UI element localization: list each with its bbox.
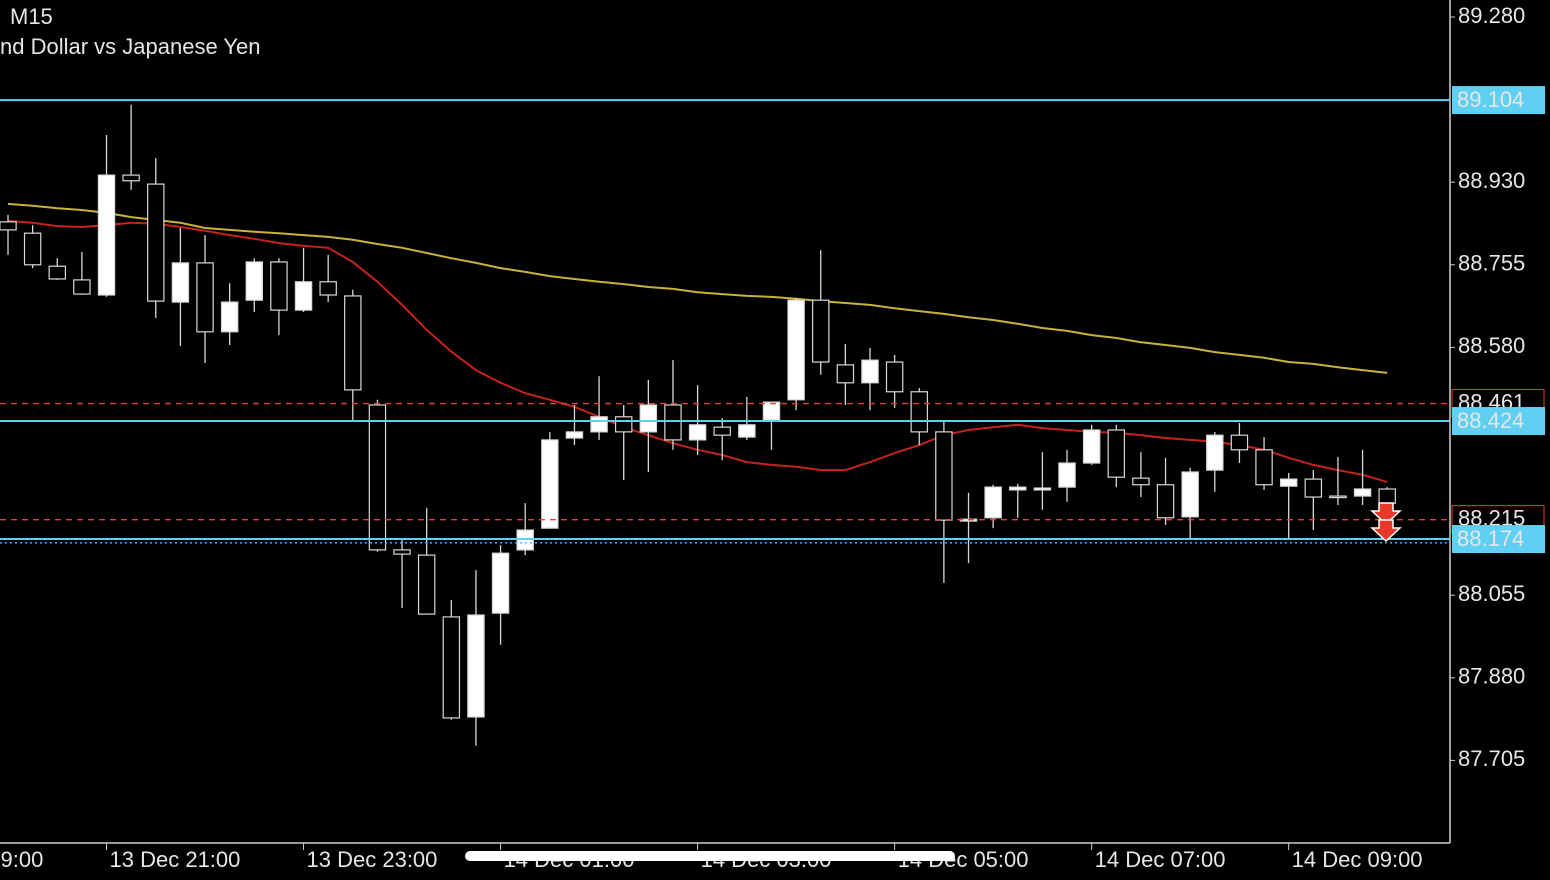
y-tick-label: 88.755 bbox=[1458, 251, 1525, 276]
candle-body bbox=[97, 174, 116, 296]
price-level-box bbox=[1452, 525, 1545, 554]
candle-body bbox=[1058, 462, 1076, 488]
candle-body bbox=[1304, 478, 1323, 498]
candle-body bbox=[910, 391, 928, 433]
candle-body bbox=[147, 183, 165, 302]
candle-body bbox=[344, 295, 362, 391]
candle-body bbox=[688, 424, 707, 441]
price-level-label: 88.424 bbox=[1457, 408, 1524, 433]
candle-body bbox=[565, 431, 584, 439]
candle-body bbox=[1181, 471, 1199, 518]
price-level-label: 89.104 bbox=[1457, 87, 1524, 112]
x-tick-label: 13 Dec 23:00 bbox=[307, 847, 438, 872]
scroll-indicator[interactable] bbox=[465, 851, 955, 861]
candle-body bbox=[1009, 486, 1027, 491]
candle-body bbox=[491, 552, 510, 614]
candle-body bbox=[1033, 487, 1052, 491]
candle-body bbox=[171, 262, 190, 303]
candle-body bbox=[48, 265, 66, 280]
candle-body bbox=[935, 431, 953, 521]
y-tick-label: 88.930 bbox=[1458, 168, 1525, 193]
candle-body bbox=[393, 549, 411, 555]
candle-body bbox=[984, 486, 1002, 519]
candle-body bbox=[762, 401, 781, 421]
candle-body bbox=[1329, 495, 1347, 499]
y-tick-label: 88.055 bbox=[1458, 581, 1525, 606]
candle-body bbox=[590, 416, 608, 433]
y-tick-label: 87.705 bbox=[1458, 746, 1525, 771]
candle-body bbox=[122, 174, 140, 182]
candle-body bbox=[319, 281, 337, 296]
chart-subtitle: nd Dollar vs Japanese Yen bbox=[0, 34, 261, 59]
candle-body bbox=[467, 614, 485, 718]
candle-body bbox=[1255, 449, 1273, 486]
sell-arrow bbox=[1370, 502, 1402, 526]
candle-body bbox=[812, 299, 830, 363]
candle-body bbox=[417, 554, 436, 615]
price-level-box bbox=[1452, 407, 1545, 436]
candle-body bbox=[1132, 477, 1150, 486]
candle-body bbox=[541, 439, 559, 529]
plot-area bbox=[0, 104, 1396, 746]
candle-body bbox=[836, 364, 855, 384]
candle-body bbox=[368, 404, 387, 551]
price-level-box bbox=[1452, 86, 1545, 115]
y-tick-label: 89.280 bbox=[1458, 3, 1525, 28]
candle-body bbox=[1279, 478, 1298, 487]
y-tick-label: 88.580 bbox=[1458, 333, 1525, 358]
candle-body bbox=[23, 232, 42, 266]
trade-arrows bbox=[1370, 502, 1402, 543]
candle-body bbox=[861, 359, 879, 384]
candle-body bbox=[220, 301, 239, 333]
candle-body bbox=[1230, 434, 1249, 451]
x-tick-label: 13 Dec 19:00 bbox=[0, 847, 43, 872]
x-tick-label: 14 Dec 07:00 bbox=[1095, 847, 1226, 872]
moving-average-line bbox=[7, 202, 1388, 374]
candle-body bbox=[1107, 429, 1126, 478]
candle-body bbox=[1378, 488, 1396, 504]
candle-body bbox=[885, 361, 904, 393]
candle-body bbox=[245, 261, 264, 301]
chart-title: M15 bbox=[10, 4, 53, 29]
price-level-label: 88.174 bbox=[1457, 526, 1524, 551]
candle-body bbox=[73, 279, 91, 295]
x-tick-label: 13 Dec 21:00 bbox=[110, 847, 241, 872]
sell-arrow bbox=[1370, 519, 1402, 543]
candle-body bbox=[0, 221, 17, 231]
candle-body bbox=[442, 616, 461, 719]
candle-body bbox=[294, 281, 313, 311]
candle-body bbox=[738, 424, 756, 438]
candle-body bbox=[713, 426, 731, 436]
candle-body bbox=[1156, 484, 1175, 519]
candle-body bbox=[1353, 488, 1372, 497]
candle-body bbox=[787, 299, 805, 401]
candle-body bbox=[639, 404, 658, 433]
y-tick-label: 87.880 bbox=[1458, 664, 1525, 689]
candle-body bbox=[196, 262, 214, 333]
candle-body bbox=[1206, 434, 1224, 471]
candle-body bbox=[614, 416, 633, 433]
candle-body bbox=[664, 404, 682, 441]
candle-body bbox=[270, 261, 288, 311]
x-tick-label: 14 Dec 09:00 bbox=[1292, 847, 1423, 872]
candle-body bbox=[1082, 429, 1101, 464]
